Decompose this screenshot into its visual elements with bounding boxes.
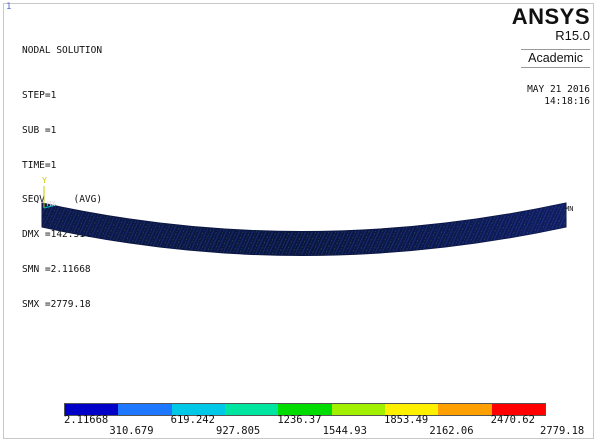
legend-label: 2.11668	[64, 414, 109, 426]
info-step: STEP=1	[22, 89, 57, 101]
info-sub: SUB =1	[22, 124, 57, 136]
legend-swatch	[384, 404, 439, 415]
legend-label: 1544.93	[322, 425, 367, 437]
contour-legend-bar	[64, 403, 546, 416]
info-dmx: DMX =142.314	[22, 229, 91, 241]
x-axis-line	[43, 204, 57, 209]
legend-label: 619.242	[170, 414, 215, 426]
solution-info: NODAL SOLUTION STEP=1 SUB =1 TIME=1 SEQV…	[22, 22, 102, 322]
beam-shading	[42, 203, 566, 256]
legend-swatch	[331, 404, 385, 415]
datetime: MAY 21 2016 14:18:16	[527, 84, 590, 107]
axis-y-label: Y	[42, 176, 47, 185]
legend-swatch	[491, 404, 545, 415]
legend-label: 1236.37	[277, 414, 322, 426]
legend-label: 2162.06	[429, 425, 474, 437]
legend-swatch	[438, 404, 492, 415]
info-result: SEQV (AVG)	[22, 194, 103, 206]
time-label: 14:18:16	[544, 95, 590, 107]
legend-label: 2470.62	[490, 414, 535, 426]
legend-label: 1853.49	[384, 414, 429, 426]
info-smx: SMX =2779.18	[22, 298, 91, 310]
ansys-logo: ANSYS R15.0 Academic	[512, 6, 590, 68]
brand-version: R15.0	[555, 28, 590, 43]
legend-label: 2779.18	[540, 425, 585, 437]
brand-name: ANSYS	[511, 4, 590, 29]
legend-label: 310.679	[109, 425, 154, 437]
legend-swatch	[171, 404, 225, 415]
max-marker: MX	[47, 200, 56, 208]
info-time: TIME=1	[22, 159, 57, 171]
info-smn: SMN =2.11668	[22, 263, 91, 275]
legend-swatch	[278, 404, 332, 415]
info-title: NODAL SOLUTION	[22, 45, 103, 57]
date-label: MAY 21 2016	[527, 84, 590, 95]
window-number: 1	[6, 2, 12, 12]
legend-label: 927.805	[216, 425, 261, 437]
legend-swatch	[224, 404, 279, 415]
legend-swatch	[118, 404, 172, 415]
brand-edition: Academic	[521, 49, 590, 68]
min-marker: MN	[565, 205, 574, 213]
legend-swatch	[65, 404, 119, 415]
